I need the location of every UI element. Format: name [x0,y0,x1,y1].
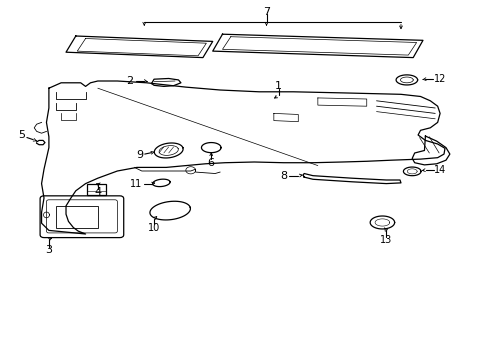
Bar [87,184,105,195]
Text: 9: 9 [136,150,142,160]
Text: 1: 1 [275,81,282,91]
FancyBboxPatch shape [46,200,117,233]
Text: 10: 10 [147,222,160,233]
Text: 13: 13 [379,235,392,246]
Text: 12: 12 [433,74,446,84]
FancyBboxPatch shape [40,196,123,238]
Text: 14: 14 [433,165,446,175]
Text: 3: 3 [45,245,52,255]
Text: 8: 8 [280,171,286,181]
Bar [56,206,98,228]
Text: 6: 6 [207,158,214,168]
Text: 7: 7 [263,6,269,17]
Text: 4: 4 [94,186,101,197]
Text: 11: 11 [129,179,142,189]
Text: 5: 5 [19,130,25,140]
Text: 2: 2 [126,76,133,86]
